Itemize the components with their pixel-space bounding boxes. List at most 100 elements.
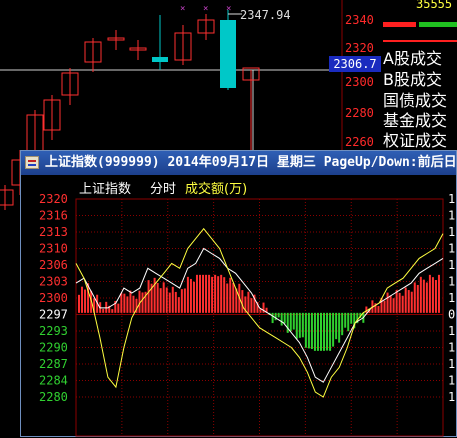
volume-bar	[229, 277, 232, 313]
metric-turnover-label[interactable]: 成交额(万)	[185, 182, 248, 197]
volume-bar	[247, 291, 250, 313]
volume-bar	[108, 305, 111, 313]
volume-bar	[298, 312, 301, 338]
candle-body	[0, 189, 14, 206]
menu-a-share-volume[interactable]: A股成交	[383, 49, 442, 68]
volume-bar	[226, 283, 229, 313]
volume-bar	[162, 282, 165, 313]
volume-bar	[341, 312, 344, 336]
menu-fund-volume[interactable]: 基金成交	[383, 111, 448, 130]
candle-body	[220, 20, 236, 88]
right-axis-label: 1.	[448, 291, 457, 305]
volume-bar	[416, 284, 419, 313]
menu-b-share-volume[interactable]: B股成交	[383, 70, 442, 89]
right-axis-label: 1.	[448, 192, 457, 206]
volume-bar	[253, 294, 256, 313]
volume-bar	[132, 295, 135, 313]
volume-bar	[208, 274, 211, 313]
volume-bar	[335, 312, 338, 340]
volume-bar	[214, 274, 217, 313]
volume-bar	[129, 290, 132, 313]
volume-bar	[283, 312, 286, 324]
volume-bar	[202, 274, 205, 313]
volume-bar	[395, 290, 398, 313]
volume-bar	[199, 274, 201, 313]
popup-title-bar[interactable]: 上证指数(999999) 2014年09月17日 星期三 PageUp/Down…	[21, 151, 456, 175]
volume-bar	[271, 312, 274, 324]
indicator-bar	[383, 40, 457, 42]
y-axis-label: 2284	[39, 374, 68, 388]
y-axis-label: 2306	[39, 258, 68, 272]
volume-bar	[126, 296, 129, 313]
volume-bar	[404, 287, 407, 313]
right-axis-label: 1.	[448, 341, 457, 355]
right-axis-label: 1.	[448, 390, 457, 404]
volume-bar	[223, 277, 226, 313]
menu-bond-volume[interactable]: 国债成交	[383, 91, 448, 110]
volume-bar	[292, 312, 295, 330]
volume-bar	[353, 312, 356, 329]
volume-bar	[259, 308, 262, 313]
marker-x: ×	[180, 4, 185, 14]
volume-bar	[123, 293, 126, 313]
y-axis-label: 2310	[39, 242, 68, 256]
volume-bar	[159, 288, 162, 313]
volume-bar	[286, 312, 289, 333]
volume-bar	[174, 291, 177, 313]
axis-tick-label: 2300	[345, 75, 374, 89]
volume-bar	[220, 274, 223, 313]
volume-bar	[96, 294, 99, 313]
candle-body	[152, 57, 168, 62]
y-axis-label: 2287	[39, 357, 68, 371]
volume-bar	[413, 282, 416, 313]
volume-bar	[422, 279, 425, 313]
volume-bar	[365, 306, 368, 313]
y-axis-label: 2280	[39, 390, 68, 404]
candle-body	[43, 99, 61, 131]
axis-tick-label: 2340	[345, 13, 374, 27]
volume-bar	[78, 294, 80, 313]
right-axis-label: 0.	[448, 308, 457, 322]
right-axis-label: 1.	[448, 225, 457, 239]
volume-bar	[310, 312, 313, 350]
right-axis-label: 1.	[448, 209, 457, 223]
y-axis-label: 2303	[39, 275, 68, 289]
volume-bar	[183, 288, 186, 313]
volume-bar	[277, 312, 280, 318]
volume-bar	[135, 298, 138, 313]
volume-bar	[320, 312, 322, 351]
volume-bar	[150, 283, 153, 313]
volume-bar	[380, 297, 383, 313]
mode-tab-intraday[interactable]: 分时	[150, 182, 177, 197]
volume-bar	[332, 312, 335, 347]
volume-bar	[377, 306, 380, 313]
popup-title-text: 上证指数(999999) 2014年09月17日 星期三 PageUp/Down…	[45, 155, 456, 170]
indicator-bar	[383, 22, 416, 27]
volume-bar	[81, 286, 84, 313]
volume-bar	[289, 312, 292, 332]
volume-bar	[347, 312, 350, 332]
volume-bar	[313, 312, 316, 351]
menu-warrant-volume[interactable]: 权证成交	[383, 131, 448, 150]
volume-bar	[316, 312, 319, 351]
volume-bar	[189, 278, 192, 313]
volume-bar	[114, 300, 117, 313]
candle-body	[129, 47, 147, 51]
volume-bar	[144, 291, 147, 313]
volume-bar	[338, 312, 341, 343]
y-axis-label: 2320	[39, 192, 68, 206]
volume-bar	[138, 290, 141, 313]
volume-bar	[280, 312, 283, 326]
y-axis-label: 2290	[39, 341, 68, 355]
volume-bar	[105, 301, 108, 313]
volume-bar	[386, 292, 389, 313]
volume-bar	[274, 312, 277, 321]
volume-bar	[217, 276, 220, 313]
axis-tick-label: 2280	[345, 106, 374, 120]
volume-bar	[434, 280, 437, 313]
right-axis-label: 1.	[448, 374, 457, 388]
volume-bar	[425, 282, 428, 313]
volume-bar	[356, 312, 359, 324]
intraday-popup-window[interactable]: 上证指数(999999) 2014年09月17日 星期三 PageUp/Down…	[20, 150, 457, 437]
